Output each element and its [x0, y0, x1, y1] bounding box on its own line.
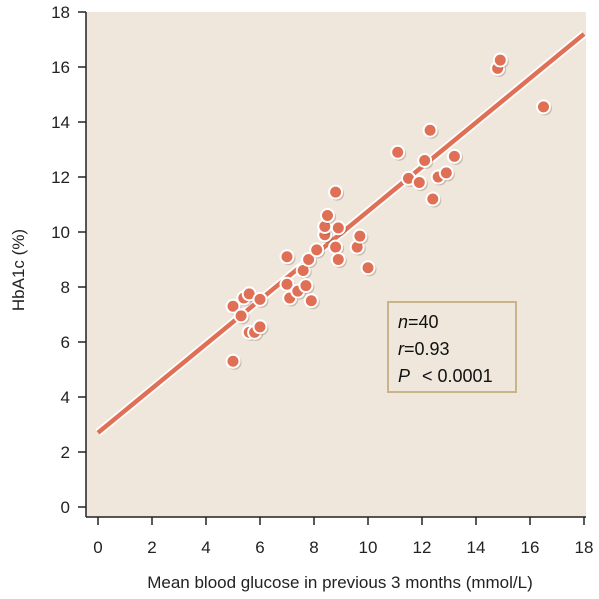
x-ticks-group: 0 2 4 6 8 10 12 14 16 18	[93, 517, 593, 557]
y-tick-label: 14	[51, 113, 70, 132]
y-tick-label: 4	[61, 388, 70, 407]
x-tick-label: 6	[255, 538, 264, 557]
data-point	[411, 175, 427, 190]
data-point	[425, 191, 441, 207]
x-tick-label: 4	[201, 538, 210, 557]
x-tick-label: 8	[309, 538, 318, 557]
data-point	[225, 298, 241, 314]
x-tick-label: 18	[575, 538, 594, 557]
stats-r: r=0.93	[398, 339, 450, 359]
data-point	[492, 52, 508, 68]
x-tick-label: 16	[521, 538, 540, 557]
stats-box-frame	[387, 301, 517, 393]
x-axis-title: Mean blood glucose in previous 3 months …	[147, 573, 533, 592]
data-point	[422, 122, 438, 138]
stats-n: n=40	[398, 312, 439, 332]
data-point	[390, 144, 406, 160]
data-point	[298, 278, 314, 294]
x-tick-label: 0	[93, 538, 102, 557]
y-tick-label: 6	[61, 333, 70, 352]
x-tick-label: 12	[413, 538, 432, 557]
data-point	[252, 319, 268, 335]
y-tick-label: 8	[61, 278, 70, 297]
data-point	[417, 153, 433, 168]
y-axis-title: HbA1c (%)	[9, 229, 28, 311]
data-point	[328, 239, 344, 255]
x-tick-label: 10	[359, 538, 378, 557]
data-point	[303, 293, 319, 309]
data-point	[225, 353, 241, 369]
stats-box: n=40 r=0.93 P < 0.0001	[387, 301, 517, 393]
y-tick-label: 12	[51, 168, 70, 187]
data-points-group	[225, 52, 552, 370]
data-point	[360, 260, 376, 276]
y-tick-label: 10	[51, 223, 70, 242]
data-point	[309, 242, 325, 258]
data-point	[233, 308, 249, 324]
y-ticks-group: 0 2 4 6 8 10 12 14 16 18	[51, 3, 86, 517]
data-point	[330, 220, 346, 236]
data-point	[328, 184, 344, 200]
y-tick-label: 0	[61, 498, 70, 517]
stats-p: P < 0.0001	[398, 366, 493, 386]
y-tick-label: 2	[61, 443, 70, 462]
data-point	[536, 99, 551, 115]
data-point	[446, 148, 462, 164]
y-tick-label: 18	[51, 3, 70, 22]
data-point	[279, 249, 295, 265]
y-tick-label: 16	[51, 58, 70, 77]
data-point	[438, 165, 454, 181]
data-point	[320, 208, 335, 223]
data-point	[279, 276, 295, 292]
data-point	[352, 228, 368, 244]
x-tick-label: 14	[467, 538, 486, 557]
data-point	[252, 291, 268, 307]
data-point	[330, 252, 346, 267]
data-point	[301, 252, 317, 267]
x-tick-label: 2	[147, 538, 156, 557]
